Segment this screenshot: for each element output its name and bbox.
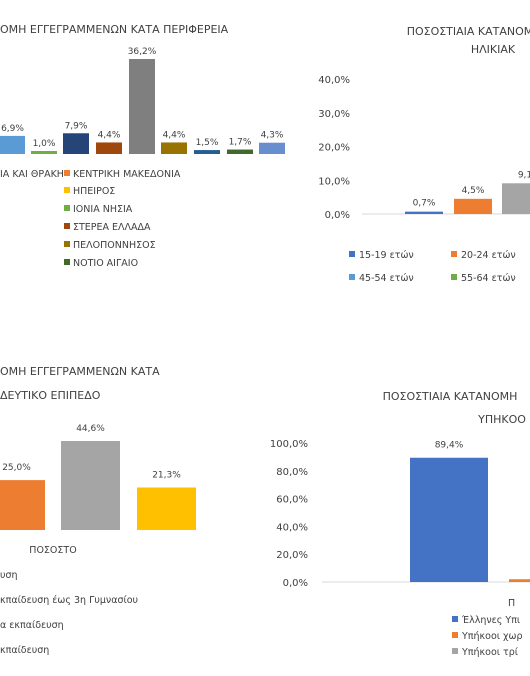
chart2-legend-swatch — [451, 274, 457, 280]
chart4-legend-label: Υπήκοοι χωρ — [461, 631, 522, 642]
chart4-legend-label: Υπήκοοι τρί — [461, 647, 519, 658]
chart1-legend-swatch — [64, 241, 70, 247]
chart1-bar — [227, 149, 253, 154]
chart3-bar — [0, 480, 45, 530]
chart2-y-tick: 10,0% — [318, 176, 350, 187]
chart1-value-label: 1,0% — [33, 139, 56, 149]
chart2-legend-label: 55-64 ετών — [461, 273, 516, 284]
chart1-legend-swatch — [64, 223, 70, 229]
chart3-legend-label: υση — [0, 570, 18, 581]
chart3-legend-label: κπαίδευση — [0, 645, 49, 656]
chart1-value-label: 4,3% — [261, 131, 284, 141]
chart3-legend-label: κπαίδευση έως 3η Γυμνασίου — [0, 595, 138, 606]
chart2-y-tick: 30,0% — [318, 109, 350, 120]
chart1-value-label: 1,7% — [229, 138, 252, 148]
chart3-x-label: ΠΟΣΟΣΤΟ — [29, 545, 76, 556]
chart4-legend-swatch — [452, 632, 458, 638]
chart4-legend-swatch — [452, 648, 458, 654]
chart1-bar — [96, 142, 122, 154]
chart3-title: ΟΜΗ ΕΓΓΕΓΡΑΜΜΕΝΩΝ ΚΑΤΑ — [0, 365, 160, 378]
chart1-bar — [259, 142, 285, 154]
chart4-legend-swatch — [452, 616, 458, 622]
chart4-value-label: 89,4% — [435, 441, 464, 451]
chart4-y-tick: 40,0% — [276, 522, 308, 533]
chart3-bar — [137, 487, 196, 530]
chart4-y-tick: 100,0% — [270, 439, 308, 450]
chart3-legend-label: α εκπαίδευση — [0, 620, 64, 631]
chart4-y-tick: 20,0% — [276, 550, 308, 561]
chart4-y-tick: 80,0% — [276, 467, 308, 478]
chart4-y-tick: 60,0% — [276, 495, 308, 506]
chart2-y-tick: 0,0% — [325, 210, 350, 221]
chart1-bar — [194, 150, 220, 154]
chart1-legend-label: ΙΟΝΙΑ ΝΗΣΙΑ — [73, 204, 133, 215]
chart4-legend-label: Έλληνες Υπι — [461, 615, 520, 626]
chart4-title: ΥΠΗΚΟΟ — [477, 413, 526, 426]
chart1-title: ΟΜΗ ΕΓΓΕΓΡΑΜΜΕΝΩΝ ΚΑΤΑ ΠΕΡΙΦΕΡΕΙΑ — [0, 23, 229, 36]
chart2-bar — [405, 211, 443, 214]
chart2-legend-label: 20-24 ετών — [461, 250, 516, 261]
chart2-legend-swatch — [349, 251, 355, 257]
chart4-x-label: Π — [508, 598, 515, 609]
chart1-legend-label: ΙΑ ΚΑΙ ΘΡΑΚΗ — [0, 169, 64, 180]
chart1-legend-swatch — [64, 170, 70, 176]
chart1-value-label: 7,9% — [65, 121, 88, 131]
chart4-title: ΠΟΣΟΣΤΙΑΙΑ ΚΑΤΑΝΟΜΗ — [383, 390, 518, 403]
chart2-legend-swatch — [349, 274, 355, 280]
chart2-title: ΠΟΣΟΣΤΙΑΙΑ ΚΑΤΑΝΟΜ — [407, 25, 530, 38]
chart2-legend-label: 15-19 ετών — [359, 250, 414, 261]
chart1-bar — [63, 133, 89, 154]
chart4-y-tick: 0,0% — [283, 578, 308, 589]
chart1-legend-swatch — [64, 187, 70, 193]
chart1-bar — [31, 151, 57, 154]
chart1-legend-swatch — [64, 259, 70, 265]
chart3-value-label: 21,3% — [152, 470, 181, 480]
chart2-value-label: 0,7% — [413, 199, 436, 209]
chart1-legend-label: ΚΕΝΤΡΙΚΗ ΜΑΚΕΔΟΝΙΑ — [73, 169, 181, 180]
chart1-legend-label: ΝΟΤΙΟ ΑΙΓΑΙΟ — [73, 258, 138, 269]
chart3-value-label: 25,0% — [2, 463, 31, 473]
chart1-legend-label: ΗΠΕΙΡΟΣ — [73, 186, 115, 197]
chart1-legend-label: ΠΕΛΟΠΟΝΝΗΣΟΣ — [73, 240, 156, 251]
chart3-bar — [61, 441, 120, 530]
chart2-value-label: 4,5% — [462, 186, 485, 196]
chart2-y-tick: 40,0% — [318, 75, 350, 86]
chart2-legend-label: 45-54 ετών — [359, 273, 414, 284]
chart2-y-tick: 20,0% — [318, 143, 350, 154]
chart2-bar — [502, 183, 530, 214]
chart4-bar — [509, 579, 530, 582]
chart3-title: ΔΕΥΤΙΚΟ ΕΠΙΠΕΔΟ — [0, 389, 101, 402]
chart3-value-label: 44,6% — [76, 424, 105, 434]
chart1-value-label: 4,4% — [163, 130, 186, 140]
chart1-bar — [129, 59, 155, 154]
chart4-bar — [410, 457, 488, 582]
chart2-legend-swatch — [451, 251, 457, 257]
chart1-value-label: 36,2% — [128, 47, 157, 57]
chart2-bar — [454, 198, 492, 214]
chart1-value-label: 6,9% — [1, 124, 24, 134]
chart1-legend-label: ΣΤΕΡΕΑ ΕΛΛΑΔΑ — [73, 222, 151, 233]
chart1-bar — [161, 142, 187, 154]
chart2-title: ΗΛΙΚΙΑΚ — [471, 43, 516, 56]
chart2-value-label: 9,1 — [518, 170, 530, 180]
chart1-bar — [0, 135, 25, 154]
chart1-value-label: 1,5% — [196, 138, 219, 148]
chart1-legend-swatch — [64, 205, 70, 211]
chart1-value-label: 4,4% — [98, 130, 121, 140]
